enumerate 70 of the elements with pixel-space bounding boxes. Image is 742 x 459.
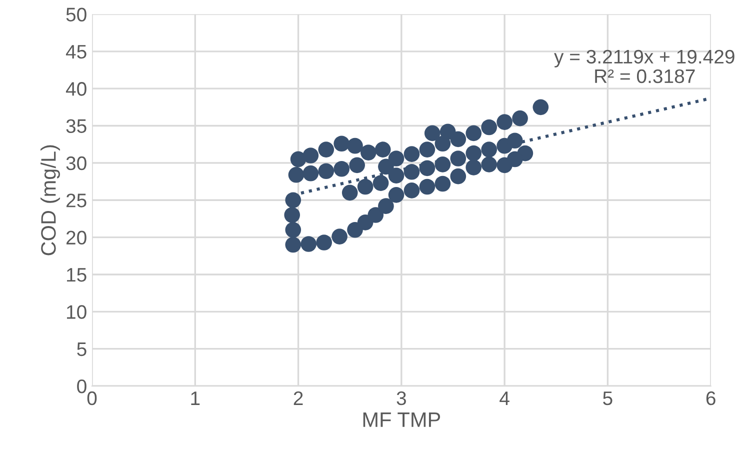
y-tick-label: 20: [66, 230, 86, 245]
point: [512, 110, 528, 126]
y-tick-label: 50: [66, 8, 86, 22]
point: [284, 207, 300, 223]
point: [440, 124, 456, 140]
point: [419, 142, 436, 158]
point: [285, 222, 302, 238]
point: [424, 125, 440, 142]
y-tick-label: 35: [66, 119, 86, 134]
x-axis-title: MF TMP: [363, 412, 440, 427]
point: [347, 138, 363, 154]
point: [466, 159, 482, 176]
point: [302, 148, 319, 164]
point: [334, 160, 350, 177]
point: [419, 178, 436, 195]
point: [404, 146, 420, 162]
point: [285, 236, 302, 253]
point: [388, 168, 404, 184]
x-tick-label: 6: [706, 391, 716, 406]
point: [434, 156, 451, 172]
x-tick-label: 1: [191, 392, 200, 405]
y-tick-label: 10: [67, 305, 86, 319]
point: [316, 234, 332, 250]
y-tick-label: 5: [77, 342, 86, 356]
point: [349, 157, 365, 174]
point: [404, 164, 420, 180]
y-tick-label: 30: [66, 156, 86, 170]
point: [334, 136, 350, 152]
point: [450, 168, 466, 184]
point: [342, 184, 358, 201]
point: [434, 176, 451, 192]
point: [388, 187, 404, 203]
point: [388, 150, 404, 166]
x-tick-label: 4: [500, 392, 510, 405]
point: [318, 142, 334, 158]
y-tick-label: 45: [66, 45, 86, 59]
annotation: y = 3.2119x + 19.429 R² = 0.3187: [554, 50, 734, 84]
point: [506, 151, 523, 168]
point: [288, 166, 304, 183]
point: [404, 182, 420, 198]
point: [368, 207, 384, 223]
point: [466, 145, 482, 162]
point: [378, 198, 394, 214]
y-tick-label: 40: [66, 82, 86, 96]
point: [285, 192, 302, 208]
point: [419, 160, 436, 176]
y-tick-label: 15: [67, 268, 86, 282]
point: [360, 144, 376, 160]
x-tick-label: 0: [87, 391, 97, 406]
y-tick-label: 0: [77, 379, 86, 394]
point: [372, 175, 389, 191]
x-tick-label: 3: [396, 391, 406, 406]
point: [300, 236, 317, 252]
point: [506, 132, 523, 149]
y-tick-label: 25: [66, 194, 86, 208]
y-axis-title: COD (mg/L): [40, 145, 60, 256]
point: [302, 165, 319, 182]
point: [532, 99, 549, 116]
x-tick-label: 5: [603, 392, 612, 406]
point: [481, 156, 498, 172]
point: [481, 142, 498, 158]
point: [481, 119, 498, 136]
x-tick-label: 2: [294, 391, 303, 405]
point: [318, 163, 334, 180]
point: [496, 114, 512, 130]
point: [450, 150, 466, 166]
point: [332, 228, 348, 244]
point: [374, 142, 391, 158]
point: [357, 178, 374, 195]
point: [466, 125, 482, 142]
